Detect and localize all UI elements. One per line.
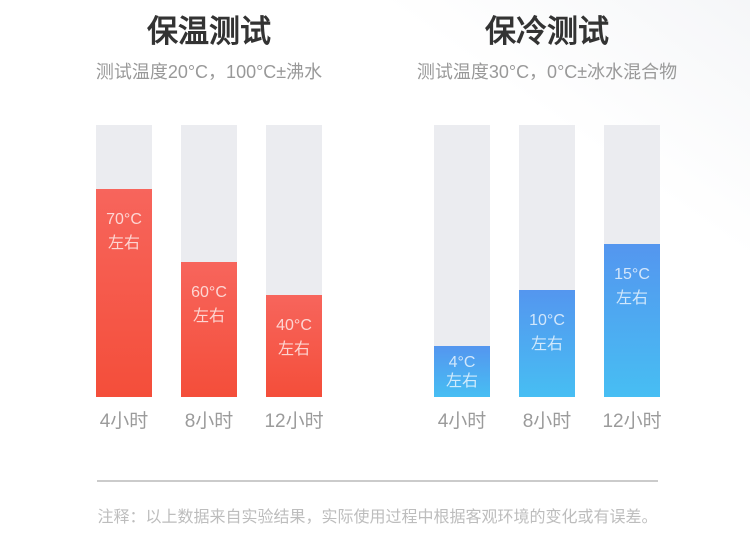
cold-bar-group-8h: 10°C 左右 8小时 bbox=[519, 125, 575, 433]
heat-bar-fill-8h: 60°C 左右 bbox=[181, 262, 237, 397]
heat-bar-group-8h: 60°C 左右 8小时 bbox=[181, 125, 237, 433]
cold-bar-group-4h: 4°C 左右 4小时 bbox=[434, 125, 490, 433]
heat-bar-fill-12h: 40°C 左右 bbox=[266, 295, 322, 397]
bar-approx-text: 左右 bbox=[615, 289, 648, 307]
category-label: 12小时 bbox=[264, 411, 324, 432]
bar-value-label: 10°C 左右 bbox=[519, 290, 575, 357]
heat-panel-subtitle: 测试温度20°C，100°C±沸水 bbox=[95, 62, 323, 82]
bar-value-label: 15°C 左右 bbox=[604, 244, 660, 311]
bar-approx-text: 左右 bbox=[192, 308, 225, 326]
bar-approx-text: 左右 bbox=[530, 336, 563, 354]
heat-bar-chart: 70°C 左右 4小时 60°C 左右 8小时 bbox=[96, 125, 324, 433]
bar-value-text: 4°C bbox=[448, 353, 476, 371]
bar-value-text: 70°C bbox=[106, 210, 142, 228]
bar-value-text: 60°C bbox=[191, 284, 227, 302]
bar-track: 70°C 左右 bbox=[96, 125, 152, 397]
bar-value-text: 15°C bbox=[614, 265, 650, 283]
bar-track: 15°C 左右 bbox=[604, 125, 660, 397]
footnote-text: 注释：以上数据来自实验结果，实际使用过程中根据客观环境的变化或有误差。 bbox=[97, 509, 658, 526]
bar-value-label: 40°C 左右 bbox=[266, 295, 322, 362]
category-label: 4小时 bbox=[99, 411, 149, 432]
bar-track: 40°C 左右 bbox=[266, 125, 322, 397]
cold-panel-subtitle: 测试温度30°C，0°C±冰水混合物 bbox=[416, 62, 678, 82]
bar-track: 60°C 左右 bbox=[181, 125, 237, 397]
bar-value-text: 10°C bbox=[529, 312, 565, 330]
heat-bar-group-12h: 40°C 左右 12小时 bbox=[264, 125, 324, 433]
cold-bar-fill-8h: 10°C 左右 bbox=[519, 290, 575, 397]
cold-bar-fill-12h: 15°C 左右 bbox=[604, 243, 660, 397]
cold-bar-fill-4h: 4°C 左右 bbox=[434, 345, 490, 397]
bar-value-label: 70°C 左右 bbox=[96, 189, 152, 256]
heat-bar-group-4h: 70°C 左右 4小时 bbox=[96, 125, 152, 433]
bar-value-label: 4°C 左右 bbox=[434, 346, 490, 391]
category-label: 8小时 bbox=[522, 411, 572, 432]
category-label: 12小时 bbox=[602, 411, 662, 432]
bar-track: 10°C 左右 bbox=[519, 125, 575, 397]
divider-line bbox=[97, 480, 658, 482]
bar-value-label: 60°C 左右 bbox=[181, 262, 237, 329]
bar-track: 4°C 左右 bbox=[434, 125, 490, 397]
heat-retention-panel: 保温测试 测试温度20°C，100°C±沸水 70°C 左右 4小时 bbox=[95, 0, 324, 450]
cold-bar-chart: 4°C 左右 4小时 10°C 左右 8小时 bbox=[434, 125, 662, 433]
cold-panel-title: 保冷测试 bbox=[485, 14, 609, 49]
cold-retention-panel: 保冷测试 测试温度30°C，0°C±冰水混合物 4°C 左右 4小时 bbox=[417, 0, 677, 450]
category-label: 8小时 bbox=[184, 411, 234, 432]
heat-panel-title: 保温测试 bbox=[147, 14, 271, 49]
cold-bar-group-12h: 15°C 左右 12小时 bbox=[602, 125, 662, 433]
bar-approx-text: 左右 bbox=[277, 341, 310, 358]
heat-bar-fill-4h: 70°C 左右 bbox=[96, 188, 152, 397]
category-label: 4小时 bbox=[437, 411, 487, 432]
bar-approx-text: 左右 bbox=[107, 234, 140, 252]
bar-approx-text: 左右 bbox=[445, 372, 478, 390]
bar-value-text: 40°C bbox=[276, 317, 312, 334]
